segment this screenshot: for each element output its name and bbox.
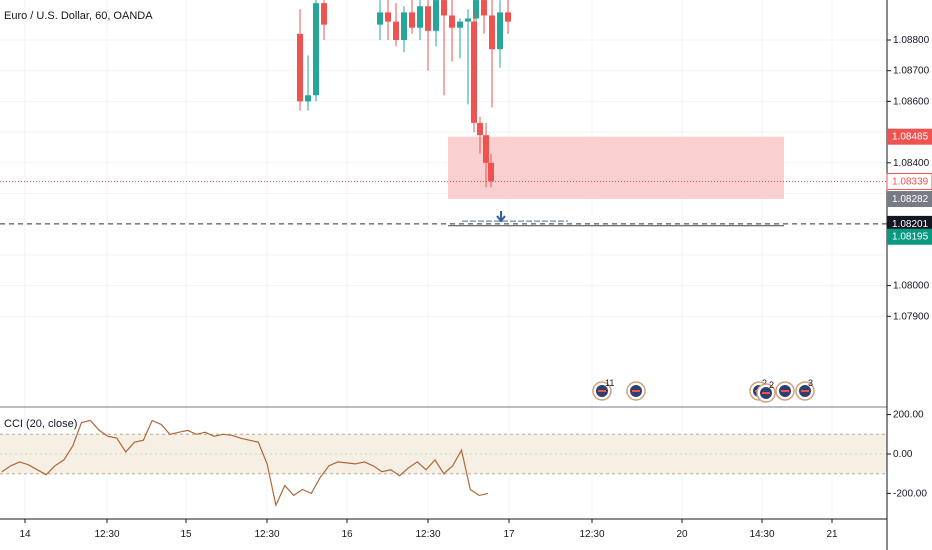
candle-body <box>393 21 399 40</box>
event-eu-icon-2-count: 2 <box>762 378 767 388</box>
cci-tick-label: 200.00 <box>893 410 924 421</box>
candle-body <box>489 15 495 50</box>
line-price-badge-label: 1.08201 <box>892 219 929 230</box>
price-tick-label: 1.08600 <box>893 96 930 107</box>
event-eu-icon-stripe <box>598 390 606 392</box>
candle-body <box>457 21 463 28</box>
event-us-icon-stripe <box>632 390 640 392</box>
down-arrow-icon <box>496 211 506 223</box>
candle-body <box>473 0 479 19</box>
event-us-icon-2-stripe <box>781 390 789 392</box>
candle-body <box>321 3 327 25</box>
candle-body <box>297 33 303 102</box>
price-tick-label: 1.08400 <box>893 158 930 169</box>
candle-body <box>471 21 477 123</box>
target-price-badge[interactable] <box>887 228 932 245</box>
time-label: 14:30 <box>749 529 774 540</box>
event-eu-icon-3-stripe <box>762 392 770 394</box>
price-tick-label: 1.08000 <box>893 281 930 292</box>
event-us-icon-3-stripe <box>801 390 809 392</box>
time-label: 15 <box>180 529 192 540</box>
candle-body <box>417 6 423 28</box>
candle-body <box>477 122 483 136</box>
time-label: 12:30 <box>254 529 279 540</box>
candle-body <box>505 12 511 22</box>
time-label: 16 <box>341 529 353 540</box>
time-label: 17 <box>503 529 515 540</box>
candle-body <box>488 162 494 182</box>
target-price-badge-label: 1.08195 <box>892 232 929 243</box>
cci-band <box>0 434 887 474</box>
candle-body <box>465 18 471 22</box>
time-label: 20 <box>676 529 688 540</box>
cci-line <box>1 419 489 508</box>
price-tick-label: 1.08700 <box>893 66 930 77</box>
time-label: 12:30 <box>579 529 604 540</box>
candle-body <box>433 0 439 31</box>
event-us-icon-3-count: 3 <box>808 378 813 388</box>
candle-body <box>441 0 447 16</box>
candle-body <box>377 12 383 25</box>
stop-price-badge-label: 1.08485 <box>892 132 929 143</box>
candle-body <box>449 15 455 28</box>
candle-body <box>409 12 415 28</box>
candle-body <box>481 0 487 16</box>
current-price-badge-label: 1.08339 <box>892 177 929 188</box>
cci-tick-label: 0.00 <box>893 449 913 460</box>
candle-body <box>401 12 407 41</box>
stop-price-badge[interactable] <box>887 128 932 145</box>
time-label: 12:30 <box>415 529 440 540</box>
stop-loss-zone[interactable] <box>448 136 784 200</box>
line-price-badge[interactable] <box>887 215 932 232</box>
candle-body <box>483 135 489 163</box>
time-label: 14 <box>19 529 31 540</box>
event-eu-icon-count: 11 <box>605 378 614 388</box>
candle-body <box>305 95 311 102</box>
time-label: 12:30 <box>94 529 119 540</box>
candle-body <box>385 12 391 22</box>
time-label: 21 <box>826 529 838 540</box>
current-price-badge[interactable] <box>887 173 932 190</box>
event-eu-icon-3-count: 2 <box>769 380 774 390</box>
entry-price-badge[interactable] <box>887 191 932 208</box>
price-tick-label: 1.08800 <box>893 35 930 46</box>
symbol-title[interactable]: Euro / U.S. Dollar, 60, OANDA <box>4 10 153 22</box>
candle-body <box>425 6 431 31</box>
cci-tick-label: -200.00 <box>893 488 927 499</box>
price-tick-label: 1.07900 <box>893 311 930 322</box>
candle-body <box>497 12 503 50</box>
current-price-badge-border <box>886 173 932 191</box>
candle-body <box>313 3 319 96</box>
entry-price-badge-label: 1.08282 <box>892 194 929 205</box>
cci-indicator-label[interactable]: CCI (20, close) <box>4 418 78 430</box>
